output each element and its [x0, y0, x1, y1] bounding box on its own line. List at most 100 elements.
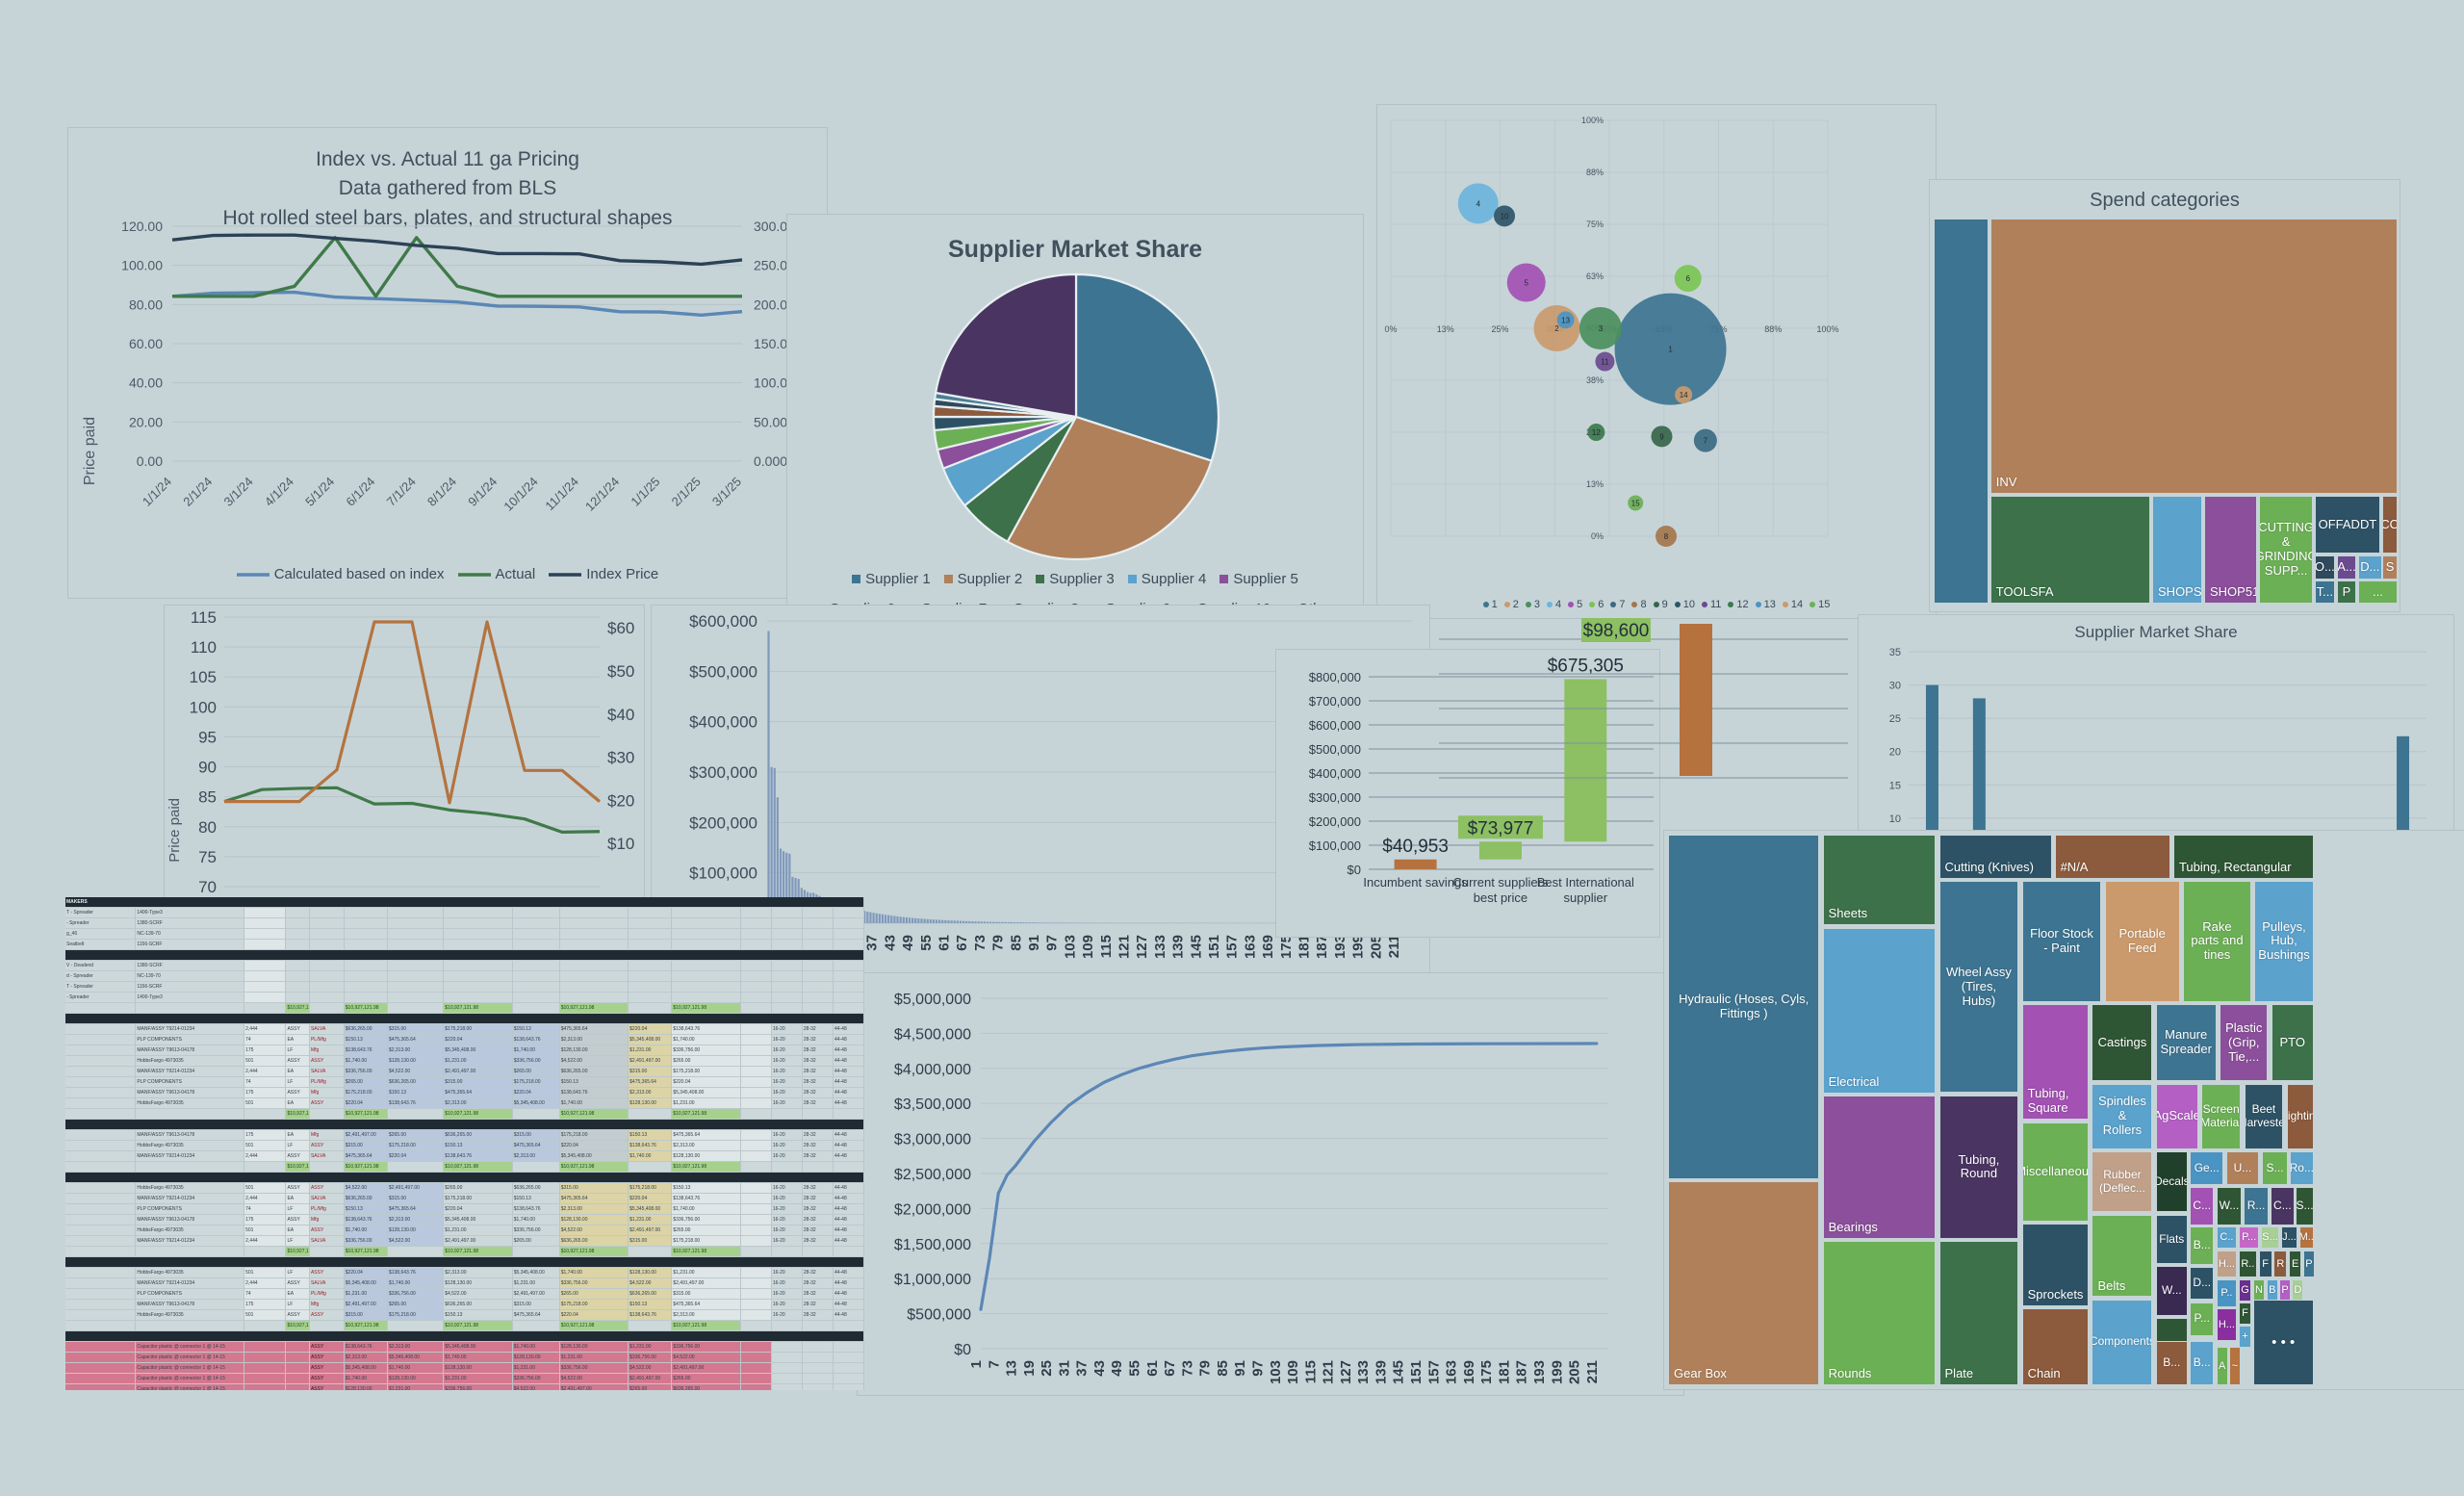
treemap-cell[interactable]: Floor Stock - Paint	[2021, 881, 2102, 1002]
table-row[interactable]: MANF/ASSY T9613-04178 175 EA Mfg $2,491,497.…	[65, 1130, 864, 1141]
treemap-cell[interactable]: Hydraulic (Hoses, Cyls, Fittings )	[1668, 835, 1820, 1179]
table-row[interactable]: MANF/ASSY T9214-01234 2,444 ASSY SALVA $475,…	[65, 1151, 864, 1162]
treemap-cell[interactable]: D...	[2358, 555, 2382, 580]
treemap-cell[interactable]: Screen Material	[2200, 1083, 2242, 1150]
treemap-cell[interactable]: Beet Harvester	[2244, 1083, 2284, 1150]
treemap-cell[interactable]: Cutting (Knives)	[1938, 835, 2053, 879]
treemap-cell[interactable]	[1934, 219, 1989, 604]
treemap-cell[interactable]: U...	[2225, 1151, 2260, 1185]
table-row[interactable]: T - Spreader 1156-SCRF	[65, 982, 864, 993]
table-row[interactable]: HobbsFargo 4973035 501 ASSY ASSY $315.00 $175…	[65, 1310, 864, 1321]
treemap-cell[interactable]: Sheets	[1822, 835, 1937, 926]
treemap-cell[interactable]: Chain	[2021, 1307, 2090, 1385]
treemap-cell[interactable]: Decals	[2155, 1151, 2188, 1213]
table-row[interactable]: V - Deadend 1380-SCRF	[65, 961, 864, 971]
table-row[interactable]: HobbsFargo 4973035 501 LF ASSY $315.00 $175,2…	[65, 1141, 864, 1151]
treemap-cell[interactable]: Rake parts and tines	[2182, 881, 2252, 1002]
treemap-cell[interactable]: OFFADDT	[2314, 496, 2381, 554]
treemap-cell[interactable]: Pulleys, Hub, Bushings	[2254, 881, 2314, 1002]
treemap-cell[interactable]: Tubing, Square	[2021, 1004, 2090, 1121]
table-row[interactable]: - Spreader 1380-SCRF	[65, 918, 864, 929]
treemap-cell[interactable]: H...	[2216, 1307, 2238, 1342]
treemap-cell[interactable]: INV	[1989, 219, 2398, 494]
treemap-cell[interactable]: ...	[2358, 580, 2398, 604]
treemap-cell[interactable]: M..	[2298, 1226, 2314, 1250]
table-row[interactable]: Capacitor plastic @ connector 1 @ 14-15 A…	[65, 1342, 864, 1353]
treemap-cell[interactable]: TOOLSFA	[1989, 496, 2151, 604]
table-row[interactable]: MANF/ASSY T9613-04178 175 ASSY Mfg $138,643.…	[65, 1215, 864, 1225]
treemap-cell[interactable]: C...	[2190, 1187, 2215, 1226]
table-row[interactable]: $10,927,121.98 $10,927,121.98 $10,927,121.…	[65, 1247, 864, 1257]
table-row[interactable]: MANF/ASSY T9214-01234 2,444 EA SALVA $636,26…	[65, 1194, 864, 1204]
table-row[interactable]: MANF/ASSY T9613-04178 175 LF Mfg $2,491,497.…	[65, 1300, 864, 1310]
treemap-cell[interactable]: Miscellaneous	[2021, 1122, 2090, 1222]
table-row[interactable]: $10,927,121.98 $10,927,121.98 $10,927,121.…	[65, 1109, 864, 1120]
table-row[interactable]: PLP COMPONENTS 74 EA PL/Mfg $1,231.00 $336,75…	[65, 1289, 864, 1300]
table-row[interactable]: Seatbelt 1156-SCRF	[65, 940, 864, 950]
table-row[interactable]: $10,927,121.98 $10,927,121.98 $10,927,121.…	[65, 1003, 864, 1014]
treemap-cell[interactable]: Plate	[1938, 1241, 2019, 1385]
treemap-cell[interactable]: Plastic (Grip, Tie,...	[2219, 1004, 2269, 1082]
table-row[interactable]: HobbsFargo 4973035 501 LF ASSY $220.04 $138,6…	[65, 1268, 864, 1278]
treemap-cell[interactable]: T...	[2314, 580, 2335, 604]
treemap-cell[interactable]: Wheel Assy (Tires, Hubs)	[1938, 881, 2019, 1094]
table-row[interactable]: HobbsFargo 4973035 501 ASSY ASSY $1,740.00 $1…	[65, 1056, 864, 1067]
treemap-cell[interactable]: A	[2216, 1346, 2228, 1385]
treemap-cell[interactable]: CUTTING & GRINDING SUPP...	[2259, 496, 2313, 604]
table-row[interactable]	[65, 950, 864, 961]
table-row[interactable]	[65, 1014, 864, 1024]
treemap-cell[interactable]: G	[2238, 1279, 2252, 1303]
table-row[interactable]: Capacitor plastic @ connector 1 @ 14-15 A…	[65, 1384, 864, 1390]
table-row[interactable]: MANF/ASSY T9214-01234 2,444 ASSY SALVA $636,…	[65, 1024, 864, 1035]
treemap-cell[interactable]: Rubber (Deflec...	[2092, 1151, 2153, 1213]
treemap-cell[interactable]: B...	[2190, 1226, 2215, 1266]
table-row[interactable]: MANF/ASSY T9613-04178 175 ASSY Mfg $175,218.…	[65, 1088, 864, 1098]
treemap-cell[interactable]: P	[2302, 1250, 2315, 1278]
treemap-cell[interactable]: Belts	[2092, 1214, 2153, 1298]
treemap-cell[interactable]: D...	[2190, 1267, 2215, 1301]
treemap-cell[interactable]: Rounds	[1822, 1241, 1937, 1385]
table-row[interactable]: MANF/ASSY T9214-01234 2,444 EA SALVA $336,75…	[65, 1067, 864, 1077]
table-row[interactable]	[65, 1331, 864, 1342]
treemap-cell[interactable]: P...	[2190, 1303, 2215, 1336]
treemap-cell[interactable]: P...	[2238, 1226, 2260, 1250]
table-row[interactable]: HobbsFargo 4973035 501 EA ASSY $1,740.00 $128…	[65, 1225, 864, 1236]
treemap-cell[interactable]: SHOPSUP	[2152, 496, 2203, 604]
treemap-cell[interactable]: • • •	[2252, 1300, 2314, 1385]
table-row[interactable]: MANF/ASSY T9214-01234 2,444 LF SALVA $336,75…	[65, 1236, 864, 1247]
treemap-cell[interactable]: F	[2258, 1250, 2272, 1278]
treemap-cell[interactable]: #N/A	[2054, 835, 2170, 879]
treemap-cell[interactable]: J...	[2280, 1226, 2298, 1250]
treemap-cell[interactable]: Tubing, Round	[1938, 1096, 2019, 1239]
treemap-cell[interactable]: B	[2266, 1279, 2278, 1303]
treemap-cell[interactable]: SHOP510	[2204, 496, 2258, 604]
treemap-cell[interactable]: P..	[2216, 1279, 2238, 1307]
table-row[interactable]: MANF/ASSY T9613-04178 175 LF Mfg $138,643.76…	[65, 1045, 864, 1056]
treemap-cell[interactable]: W...	[2155, 1266, 2188, 1316]
treemap-cell[interactable]: S...	[2261, 1226, 2280, 1250]
treemap-cell[interactable]: Portable Feed	[2104, 881, 2180, 1002]
table-row[interactable]: Capacitor plastic @ connector 1 @ 14-15 A…	[65, 1374, 864, 1384]
treemap-cell[interactable]: Flighting	[2286, 1083, 2314, 1150]
treemap-cell[interactable]: Ro...	[2289, 1151, 2314, 1185]
table-row[interactable]: T - Spreader 1400-Type3	[65, 908, 864, 918]
treemap-cell[interactable]: Bearings	[1822, 1096, 1937, 1239]
treemap-cell[interactable]: P	[2336, 580, 2357, 604]
treemap-cell[interactable]: F	[2238, 1303, 2252, 1326]
table-row[interactable]: Capacitor plastic @ connector 1 @ 14-15 A…	[65, 1353, 864, 1363]
table-row[interactable]: $10,927,121.98 $10,927,121.98 $10,927,121.…	[65, 1321, 864, 1331]
treemap-cell[interactable]: AgScale	[2155, 1083, 2198, 1150]
table-row[interactable]: HobbsFargo 4973035 501 EA ASSY $220.04 $138,6…	[65, 1098, 864, 1109]
treemap-cell[interactable]: C..	[2216, 1226, 2238, 1250]
treemap-cell[interactable]: B...	[2190, 1341, 2215, 1385]
treemap-cell[interactable]: B...	[2155, 1341, 2188, 1385]
treemap-cell[interactable]: D	[2292, 1279, 2304, 1303]
table-row[interactable]: MAKERS	[65, 897, 864, 908]
treemap-cell[interactable]: O...	[2314, 555, 2335, 580]
treemap-cell[interactable]: Flats	[2155, 1214, 2188, 1265]
treemap-cell[interactable]: S...	[2296, 1187, 2314, 1226]
treemap-cell[interactable]: S...	[2261, 1151, 2289, 1185]
table-row[interactable]: d - Spreader NC-139-70	[65, 971, 864, 982]
table-row[interactable]	[65, 1257, 864, 1268]
table-row[interactable]	[65, 1173, 864, 1183]
